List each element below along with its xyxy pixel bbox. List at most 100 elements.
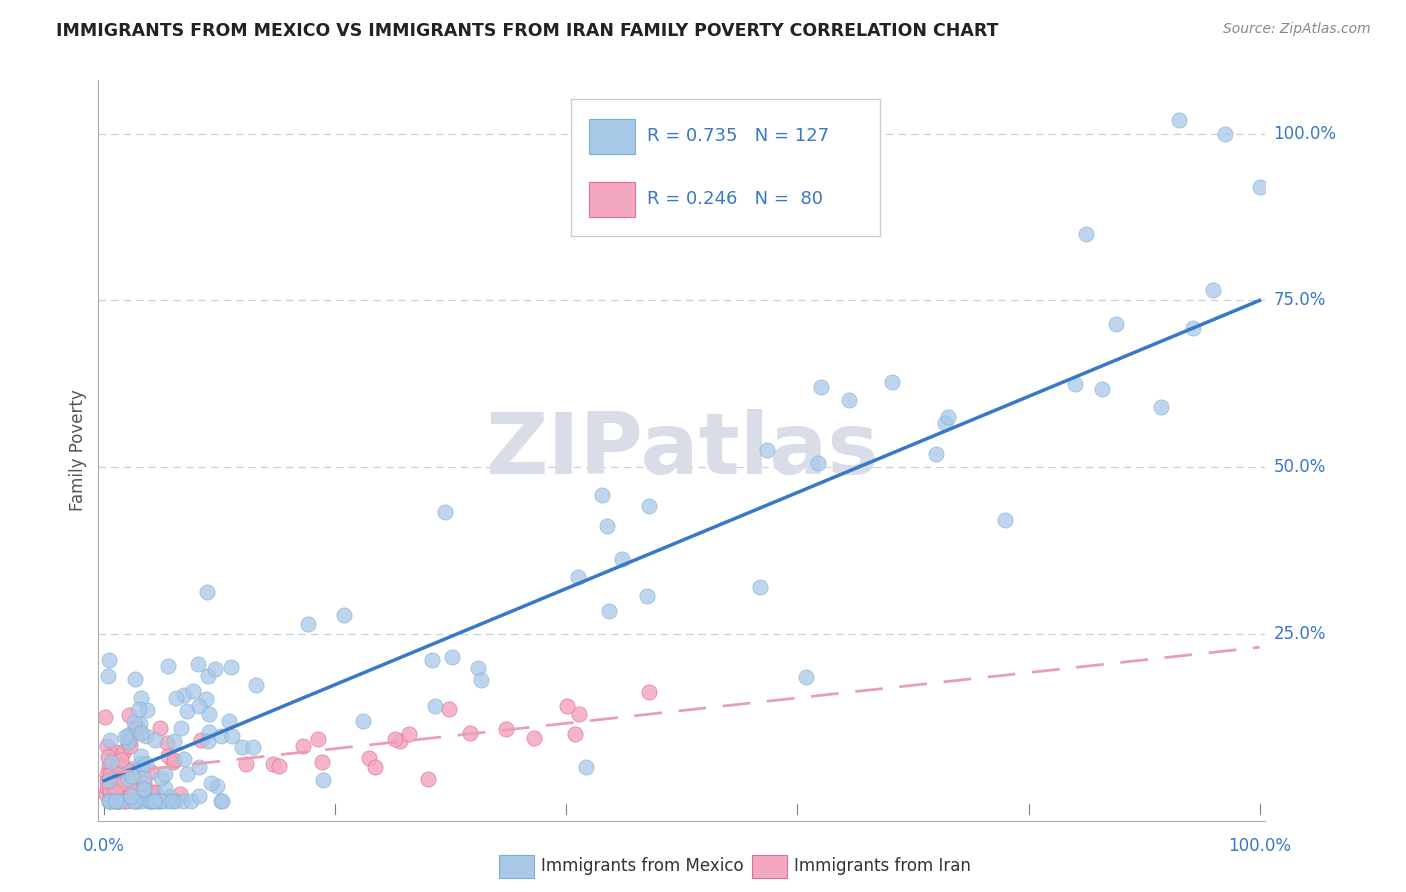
Point [638,499,661,513]
Point [110,775,132,789]
Point [117,728,139,742]
Point [838,393,860,408]
Point [188,699,211,714]
Point [312,772,335,787]
Point [129,756,152,770]
Point [132,771,155,785]
Point [127,722,149,736]
Point [363,759,385,773]
Point [136,703,159,717]
Point [204,663,226,677]
Point [756,443,779,458]
Point [1249,180,1271,194]
Point [124,715,146,730]
Text: IMMIGRANTS FROM MEXICO VS IMMIGRANTS FROM IRAN FAMILY POVERTY CORRELATION CHART: IMMIGRANTS FROM MEXICO VS IMMIGRANTS FRO… [56,22,998,40]
Point [209,794,232,808]
Point [121,764,143,778]
Point [100,756,122,770]
Point [98,759,121,773]
Point [139,789,162,803]
Point [994,514,1017,528]
Point [98,784,121,798]
Point [564,727,586,741]
Point [197,585,219,599]
Point [242,740,264,755]
Point [357,751,380,765]
Text: Immigrants from Iran: Immigrants from Iran [794,857,972,875]
Point [97,669,120,683]
Text: 50.0%: 50.0% [1274,458,1326,476]
Point [291,739,314,753]
Point [110,753,132,767]
Point [117,735,139,749]
Point [98,733,121,747]
Point [420,653,443,667]
Point [129,794,152,808]
Point [98,794,121,808]
Point [107,759,129,773]
Point [925,447,948,461]
Point [162,756,184,770]
Point [434,505,457,519]
Point [111,747,134,762]
Point [129,748,152,763]
Point [118,764,141,779]
Point [117,772,139,786]
Point [114,759,136,773]
Point [311,756,333,770]
Point [262,757,284,772]
Point [1182,320,1205,334]
Point [141,764,163,779]
Point [880,375,903,389]
FancyBboxPatch shape [571,99,880,235]
Point [129,691,152,706]
Point [591,488,613,502]
Point [108,794,131,808]
Point [333,607,356,622]
Point [117,771,139,785]
Point [170,721,193,735]
Point [384,732,406,747]
Point [98,782,121,797]
Point [124,721,146,735]
Point [794,670,817,684]
Point [389,734,412,748]
Point [200,776,222,790]
Point [1202,284,1225,298]
Point [197,669,219,683]
Point [110,777,132,791]
Point [173,688,195,702]
Point [120,789,142,804]
Point [231,739,253,754]
Point [155,767,177,781]
Point [163,734,186,748]
Point [467,661,489,675]
Point [598,604,620,618]
Point [235,757,257,772]
Point [120,780,142,794]
Point [267,758,290,772]
Point [219,660,242,674]
Point [96,768,118,782]
Point [197,725,219,739]
Point [638,684,661,698]
Point [104,794,127,808]
Point [138,794,160,808]
Point [129,726,152,740]
Point [100,794,122,808]
Point [157,659,180,673]
Point [568,706,591,721]
Point [187,657,209,671]
Point [162,794,184,808]
Point [1167,113,1189,128]
Point [172,794,194,808]
Point [148,794,170,808]
Point [114,730,136,744]
Point [107,759,129,773]
Text: 100.0%: 100.0% [1227,838,1291,855]
Point [495,722,517,736]
Point [120,739,142,754]
Point [112,794,135,808]
Point [1063,377,1085,392]
Point [125,794,148,808]
